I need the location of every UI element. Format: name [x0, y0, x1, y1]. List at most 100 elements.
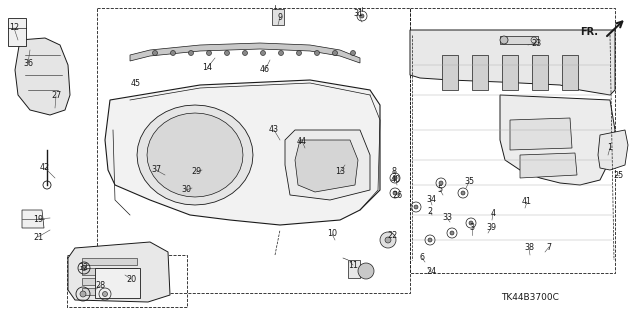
Text: 25: 25 — [614, 170, 624, 180]
Text: TK44B3700C: TK44B3700C — [501, 293, 559, 301]
Circle shape — [380, 232, 396, 248]
Circle shape — [81, 265, 86, 271]
Text: 38: 38 — [524, 243, 534, 253]
Polygon shape — [442, 55, 458, 90]
Circle shape — [428, 238, 432, 242]
Circle shape — [393, 176, 397, 180]
Polygon shape — [147, 113, 243, 197]
Circle shape — [351, 50, 355, 56]
Circle shape — [385, 237, 391, 243]
Circle shape — [461, 191, 465, 195]
Circle shape — [278, 50, 284, 56]
Circle shape — [207, 50, 211, 56]
Bar — [348, 260, 360, 278]
Text: 46: 46 — [260, 65, 270, 75]
Polygon shape — [285, 130, 370, 200]
Circle shape — [414, 205, 418, 209]
Polygon shape — [520, 153, 577, 178]
Bar — [82, 268, 137, 275]
Text: FR.: FR. — [580, 27, 598, 37]
Text: 20: 20 — [126, 275, 136, 284]
Text: 4: 4 — [490, 209, 495, 218]
Text: 29: 29 — [191, 167, 201, 176]
Text: 42: 42 — [40, 164, 50, 173]
Text: 22: 22 — [387, 232, 397, 241]
Text: 43: 43 — [269, 125, 279, 135]
Bar — [500, 36, 538, 44]
Bar — [67, 255, 187, 307]
Bar — [8, 18, 26, 46]
Circle shape — [439, 181, 443, 185]
Circle shape — [260, 50, 266, 56]
Text: 12: 12 — [9, 24, 19, 33]
Circle shape — [500, 36, 508, 44]
Bar — [410, 8, 615, 273]
Polygon shape — [510, 118, 572, 150]
Text: 23: 23 — [531, 39, 541, 48]
Text: 26: 26 — [392, 191, 402, 201]
Text: 5: 5 — [437, 186, 443, 195]
Polygon shape — [130, 43, 360, 63]
Text: 13: 13 — [335, 167, 345, 176]
Text: 19: 19 — [33, 214, 43, 224]
Circle shape — [450, 231, 454, 235]
Circle shape — [358, 263, 374, 279]
Text: 10: 10 — [327, 229, 337, 239]
Text: 34: 34 — [426, 195, 436, 204]
Text: 35: 35 — [464, 177, 474, 187]
Circle shape — [469, 221, 473, 225]
Text: 37: 37 — [151, 166, 161, 174]
Text: 27: 27 — [51, 92, 61, 100]
Polygon shape — [532, 55, 548, 90]
Text: 1: 1 — [607, 144, 612, 152]
Text: 3: 3 — [470, 224, 474, 233]
Bar — [82, 258, 137, 265]
Text: 7: 7 — [547, 242, 552, 251]
Text: 6: 6 — [419, 254, 424, 263]
Text: 40: 40 — [391, 175, 401, 184]
Circle shape — [189, 50, 193, 56]
Text: 36: 36 — [23, 58, 33, 68]
Text: 39: 39 — [486, 224, 496, 233]
Text: 33: 33 — [442, 213, 452, 222]
Polygon shape — [68, 242, 170, 302]
Text: 14: 14 — [202, 63, 212, 72]
Polygon shape — [295, 140, 358, 192]
Polygon shape — [105, 80, 380, 225]
Text: 41: 41 — [522, 197, 532, 206]
Text: 45: 45 — [131, 78, 141, 87]
Text: 8: 8 — [392, 167, 397, 175]
Text: 28: 28 — [95, 281, 105, 291]
Circle shape — [243, 50, 248, 56]
Bar — [272, 9, 284, 25]
Text: 9: 9 — [277, 12, 283, 21]
Polygon shape — [502, 55, 518, 90]
Bar — [82, 278, 137, 285]
Bar — [82, 288, 137, 295]
Bar — [95, 268, 140, 298]
Polygon shape — [22, 210, 44, 228]
Polygon shape — [598, 130, 628, 170]
Text: 21: 21 — [33, 233, 43, 241]
Circle shape — [152, 50, 157, 56]
Polygon shape — [562, 55, 578, 90]
Circle shape — [314, 50, 319, 56]
Circle shape — [393, 191, 397, 195]
Polygon shape — [410, 30, 615, 95]
Polygon shape — [137, 105, 253, 205]
Text: 44: 44 — [297, 137, 307, 145]
Polygon shape — [472, 55, 488, 90]
Circle shape — [360, 14, 364, 18]
Text: 24: 24 — [426, 268, 436, 277]
Circle shape — [102, 292, 108, 296]
Text: 32: 32 — [78, 263, 88, 272]
Circle shape — [225, 50, 230, 56]
Circle shape — [333, 50, 337, 56]
Circle shape — [170, 50, 175, 56]
Text: 30: 30 — [181, 186, 191, 195]
Text: 11: 11 — [348, 261, 358, 270]
Circle shape — [296, 50, 301, 56]
Circle shape — [80, 291, 86, 297]
Bar — [97, 8, 410, 293]
Polygon shape — [15, 38, 70, 115]
